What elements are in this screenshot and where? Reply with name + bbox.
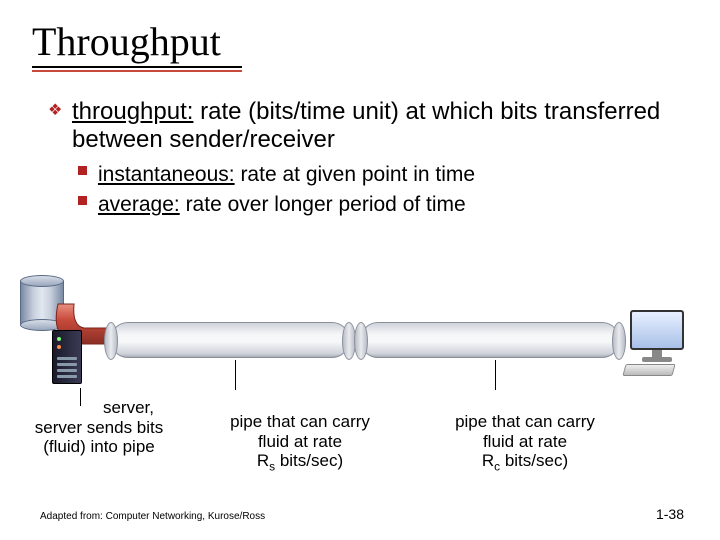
sub-bullet-rest: rate at given point in time	[235, 163, 475, 186]
client-computer-icon	[624, 310, 694, 380]
pipe1-line1: pipe that can carry	[205, 412, 395, 432]
server-caption: server, server sends bits (fluid) into p…	[14, 398, 184, 457]
pipe-rs-caption: pipe that can carry fluid at rate Rs bit…	[205, 412, 395, 474]
pipe-rc-caption: pipe that can carry fluid at rate Rc bit…	[430, 412, 620, 474]
title-underline	[32, 66, 242, 72]
term-instantaneous: instantaneous:	[98, 163, 235, 186]
pipe2-line1: pipe that can carry	[430, 412, 620, 432]
pipe-rc	[360, 322, 620, 358]
pipe1-line2: fluid at rate	[205, 432, 395, 452]
server-icon	[52, 330, 92, 390]
server-caption-line2: (fluid) into pipe	[14, 437, 184, 457]
square-bullet-icon	[78, 196, 87, 205]
main-bullet: ❖ throughput: rate (bits/time unit) at w…	[50, 98, 680, 153]
rate-symbol-rs: R	[257, 451, 269, 470]
rate-suffix-rc: bits/sec)	[500, 451, 568, 470]
page-title: Throughput	[32, 18, 221, 65]
sub-bullet-list: instantaneous: rate at given point in ti…	[98, 162, 680, 223]
term-throughput: throughput:	[72, 98, 193, 125]
sub-bullet-instantaneous: instantaneous: rate at given point in ti…	[98, 162, 680, 188]
throughput-diagram	[20, 270, 700, 410]
server-prefix: server,	[103, 398, 154, 417]
pipe-rs	[110, 322, 350, 358]
diamond-bullet-icon: ❖	[48, 102, 62, 120]
server-caption-line1: server sends bits	[14, 418, 184, 438]
rate-suffix-rs: bits/sec)	[275, 451, 343, 470]
pipe2-line2: fluid at rate	[430, 432, 620, 452]
term-average: average:	[98, 193, 180, 216]
footer-source: Adapted from: Computer Networking, Kuros…	[40, 511, 265, 522]
page-number: 1-38	[656, 506, 684, 522]
rate-symbol-rc: R	[482, 451, 494, 470]
connector-line	[235, 360, 236, 390]
square-bullet-icon	[78, 166, 87, 175]
sub-bullet-average: average: rate over longer period of time	[98, 192, 680, 218]
connector-line	[495, 360, 496, 390]
sub-bullet-rest: rate over longer period of time	[180, 193, 466, 216]
